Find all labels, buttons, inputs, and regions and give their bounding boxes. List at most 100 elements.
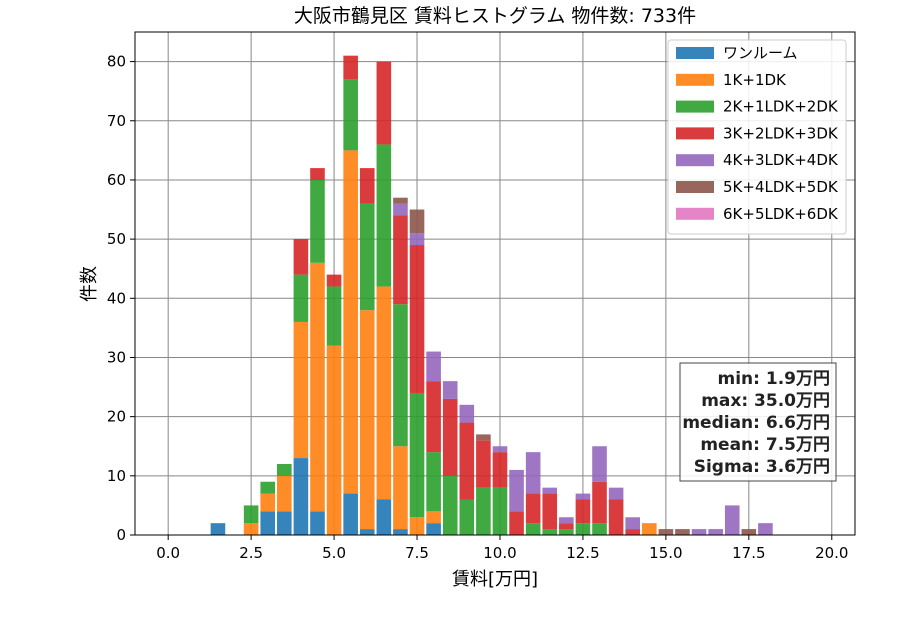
x-tick-label: 2.5 [239,544,263,562]
bar-segment-4 [459,422,475,500]
bar-segment-3 [326,286,342,346]
legend-label-2: 1K+1DK [723,71,787,89]
y-tick-label: 40 [107,289,126,307]
bar-segment-3 [592,523,607,535]
bar-segment-5 [724,505,740,535]
bar-segment-6 [658,529,674,535]
bar-segment-5 [393,203,408,216]
bar-segment-1 [426,523,441,535]
bar-segment-6 [675,529,690,535]
y-tick-label: 60 [107,171,126,189]
y-tick-label: 30 [107,348,126,366]
bars [210,55,773,535]
bar-segment-2 [641,523,657,535]
bar-segment-4 [476,440,491,488]
y-tick-label: 10 [107,467,126,485]
bar-segment-1 [310,511,325,535]
bar-segment-5 [691,529,707,535]
legend-swatch-1 [676,47,714,59]
bar-segment-4 [542,493,558,530]
bar-segment-6 [393,197,408,204]
bar-segment-1 [260,511,276,535]
bar-segment-4 [608,499,624,535]
bar-segment-3 [343,79,358,151]
bar-segment-5 [592,446,607,482]
bar-segment-2 [293,321,309,459]
bar-segment-2 [409,517,425,535]
bar-segment-4 [625,529,640,535]
bar-segment-5 [708,529,723,535]
bar-segment-4 [293,239,309,275]
bar-segment-2 [359,310,375,530]
bar-segment-4 [592,481,607,524]
bar-segment-2 [343,150,358,494]
bar-segment-2 [376,286,392,500]
bar-segment-3 [442,475,458,535]
x-tick-label: 20.0 [815,544,848,562]
y-axis-label: 件数 [79,266,100,302]
stats-mean: mean: 7.5万円 [700,435,830,455]
bar-segment-3 [459,499,475,535]
bar-segment-5 [608,487,624,500]
bar-segment-4 [426,381,441,453]
x-axis-label: 賃料[万円] [452,569,538,590]
stats-min: min: 1.9万円 [718,369,830,389]
y-tick-label: 50 [107,230,126,248]
legend-swatch-7 [676,207,714,220]
bar-segment-4 [376,61,392,145]
x-tick-label: 15.0 [649,544,682,562]
bar-segment-2 [243,523,259,535]
bar-segment-5 [509,469,524,512]
legend-swatch-4 [676,127,714,140]
bar-segment-5 [459,404,475,423]
stats-box: min: 1.9万円 max: 35.0万円 median: 6.6万円 mea… [679,362,837,482]
bar-segment-3 [393,304,408,447]
bar-segment-3 [243,505,259,524]
bar-segment-4 [409,245,425,393]
bar-segment-3 [426,452,441,512]
y-tick-label: 80 [107,53,126,71]
bar-segment-4 [310,168,325,180]
bar-segment-2 [393,446,408,530]
bar-segment-5 [409,233,425,246]
legend-label-1: ワンルーム [723,44,798,62]
bar-segment-5 [525,452,541,494]
bar-segment-4 [575,499,591,524]
bar-segment-3 [310,179,325,263]
chart-title: 大阪市鶴見区 賃料ヒストグラム 物件数: 733件 [294,5,696,27]
bar-segment-5 [426,351,441,382]
bar-segment-2 [260,493,276,512]
bar-segment-5 [442,381,458,399]
bar-segment-3 [293,274,309,322]
bar-segment-3 [260,481,276,494]
y-tick-label: 0 [116,526,126,544]
legend-label-5: 4K+3LDK+4DK [723,151,839,169]
bar-segment-3 [559,529,574,535]
stats-max: max: 35.0万円 [701,391,830,411]
y-tick-label: 70 [107,112,126,130]
legend-label-3: 2K+1LDK+2DK [723,98,839,116]
bar-segment-1 [343,493,358,535]
bar-segment-3 [476,487,491,535]
bar-segment-6 [741,529,757,535]
x-tick-label: 7.5 [405,544,429,562]
bar-segment-6 [409,209,425,234]
bar-segment-3 [492,487,508,535]
legend-label-4: 3K+2LDK+3DK [723,124,839,142]
bar-segment-5 [542,487,558,494]
bar-segment-3 [542,529,558,535]
bar-segment-4 [343,55,358,80]
bar-segment-3 [575,523,591,535]
y-tick-label: 20 [107,408,126,426]
x-tick-label: 17.5 [732,544,765,562]
bar-segment-3 [525,523,541,535]
plot-frame [134,31,856,536]
bar-segment-4 [509,511,524,535]
bar-segment-1 [210,523,226,535]
bar-segment-4 [525,493,541,524]
bar-segment-2 [277,475,292,512]
bar-segment-5 [492,446,508,453]
bar-segment-1 [359,529,375,535]
bar-segment-4 [492,452,508,488]
